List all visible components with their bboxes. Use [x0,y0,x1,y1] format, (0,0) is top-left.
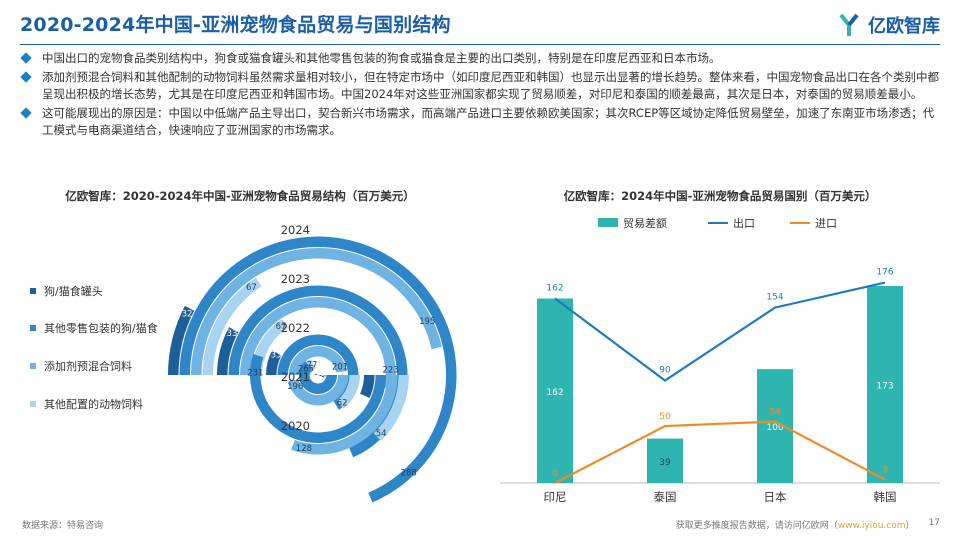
line-data-label: 162 [546,284,563,294]
legend-item: 其他零售包装的狗/猫食 [30,320,158,336]
legend-item: 添加剂预混合饲料 [30,358,132,374]
year-label: 2022 [281,321,310,335]
radial-data-label: 288 [401,469,417,479]
bar [537,298,573,483]
bar [867,285,903,483]
radial-data-label: 54 [376,429,387,439]
line-data-label: 50 [659,412,671,422]
line-data-label: 3 [882,466,888,476]
import-line [554,420,886,484]
line-data-label: 0 [552,469,558,479]
line-data-label: 176 [876,268,893,278]
line-data-label: 90 [659,366,671,376]
radial-data-label: 77 [307,360,318,370]
diamond-icon [20,107,32,119]
page-title: 2020-2024年中国-亚洲宠物食品贸易与国别结构 [20,14,451,36]
radial-bar [289,345,347,375]
data-source: 数据来源：特易咨询 [22,521,104,531]
bullet-3: 这可能展现出的原因是：中国以中低端产品主导出口，契合新兴市场需求，而高端产品进口… [20,105,942,139]
export-line [554,281,886,382]
year-label: 2023 [281,272,310,286]
bar-data-label: 162 [546,388,563,398]
legend-item: 其他配置的动物饲料 [30,396,143,412]
bullet-1: 中国出口的宠物食品类别结构中，狗食或猫食罐头和其他零售包装的狗食或猫食是主要的出… [20,50,942,67]
logo-icon [839,13,859,36]
legend-swatch [598,218,618,227]
radial-data-label: 231 [247,369,263,379]
radial-bar [266,350,282,375]
legend-swatch [30,325,36,331]
radial-data-label: 201 [332,362,348,372]
bar-data-label: 39 [659,458,671,468]
legend-swatch [30,288,36,294]
legend-label: 进口 [815,217,837,230]
bar-data-label: 100 [766,423,783,433]
radial-data-label: 28 [315,372,326,382]
radial-data-label: 67 [246,283,257,293]
radial-data-label: 67 [276,322,287,332]
page-number: 17 [928,518,940,528]
radial-bar [298,361,337,394]
radial-data-label: 33 [227,329,238,339]
radial-data-label: 196 [287,382,303,392]
radial-bar [168,305,195,375]
right-chart-title: 亿欧智库：2024年中国-亚洲宠物食品贸易国别（百万美元） [563,189,877,203]
radial-bar [291,375,398,455]
radial-data-label: 32 [182,309,193,319]
year-label: 2024 [281,223,310,237]
radial-bar [288,375,349,406]
left-chart-title: 亿欧智库：2020-2024年中国-亚洲宠物食品贸易结构（百万美元） [65,189,415,203]
footer-note: 获取更多推度报告数据，请访问亿欧网（www.iyiou.com） 17 [675,518,940,531]
summary-bullets: 中国出口的宠物食品类别结构中，狗食或猫食罐头和其他零售包装的狗食或猫食是主要的出… [20,50,942,141]
radial-bar [315,373,326,379]
bullet-2: 添加剂预混合饲料和其他配制的动物饲料虽然需求量相对较小，但在特定市场中（如印度尼… [20,69,942,103]
brand-name: 亿欧智库 [868,16,940,37]
year-label: 2020 [281,419,310,433]
line-data-label: 54 [769,408,781,418]
legend-swatch [30,401,36,407]
line-data-label: 154 [766,293,783,303]
brand-logo: 亿欧智库 [838,12,940,38]
title-divider [20,44,940,45]
bar [647,438,683,483]
trade-combo-chart: 贸易差额 出口 进口 162 39 100 173 162 90 154 176 0 50 54 3 印尼 泰国… [500,216,940,504]
bar-data-label: 173 [876,381,893,391]
category-label: 日本 [764,490,787,504]
radial-data-label: 223 [382,366,398,376]
radial-bar [373,375,409,441]
category-label: 泰国 [654,490,677,504]
bar [757,369,793,483]
radial-bar [336,375,360,409]
site-link[interactable]: www.iyiou.com [837,521,906,531]
year-label: 2021 [281,370,310,384]
radial-bar [217,327,239,375]
radial-bar [202,277,262,375]
radial-data-label: 62 [337,399,348,409]
legend-item: 狗/猫食罐头 [30,283,103,299]
radial-data-label: 33 [271,350,282,360]
radial-data-label: 195 [419,317,435,327]
diamond-icon [20,71,32,83]
radial-data-label: 265 [298,364,314,374]
legend-label: 贸易差额 [623,216,667,230]
category-label: 印尼 [544,490,567,504]
diamond-icon [20,52,32,64]
legend-label: 出口 [733,216,755,230]
category-label: 韩国 [874,490,897,504]
radial-bar [360,375,375,398]
legend-swatch [30,363,36,369]
radial-data-label: 128 [296,444,312,454]
radial-bar-chart: 3228819567202433223672023332792017720222… [168,223,457,503]
